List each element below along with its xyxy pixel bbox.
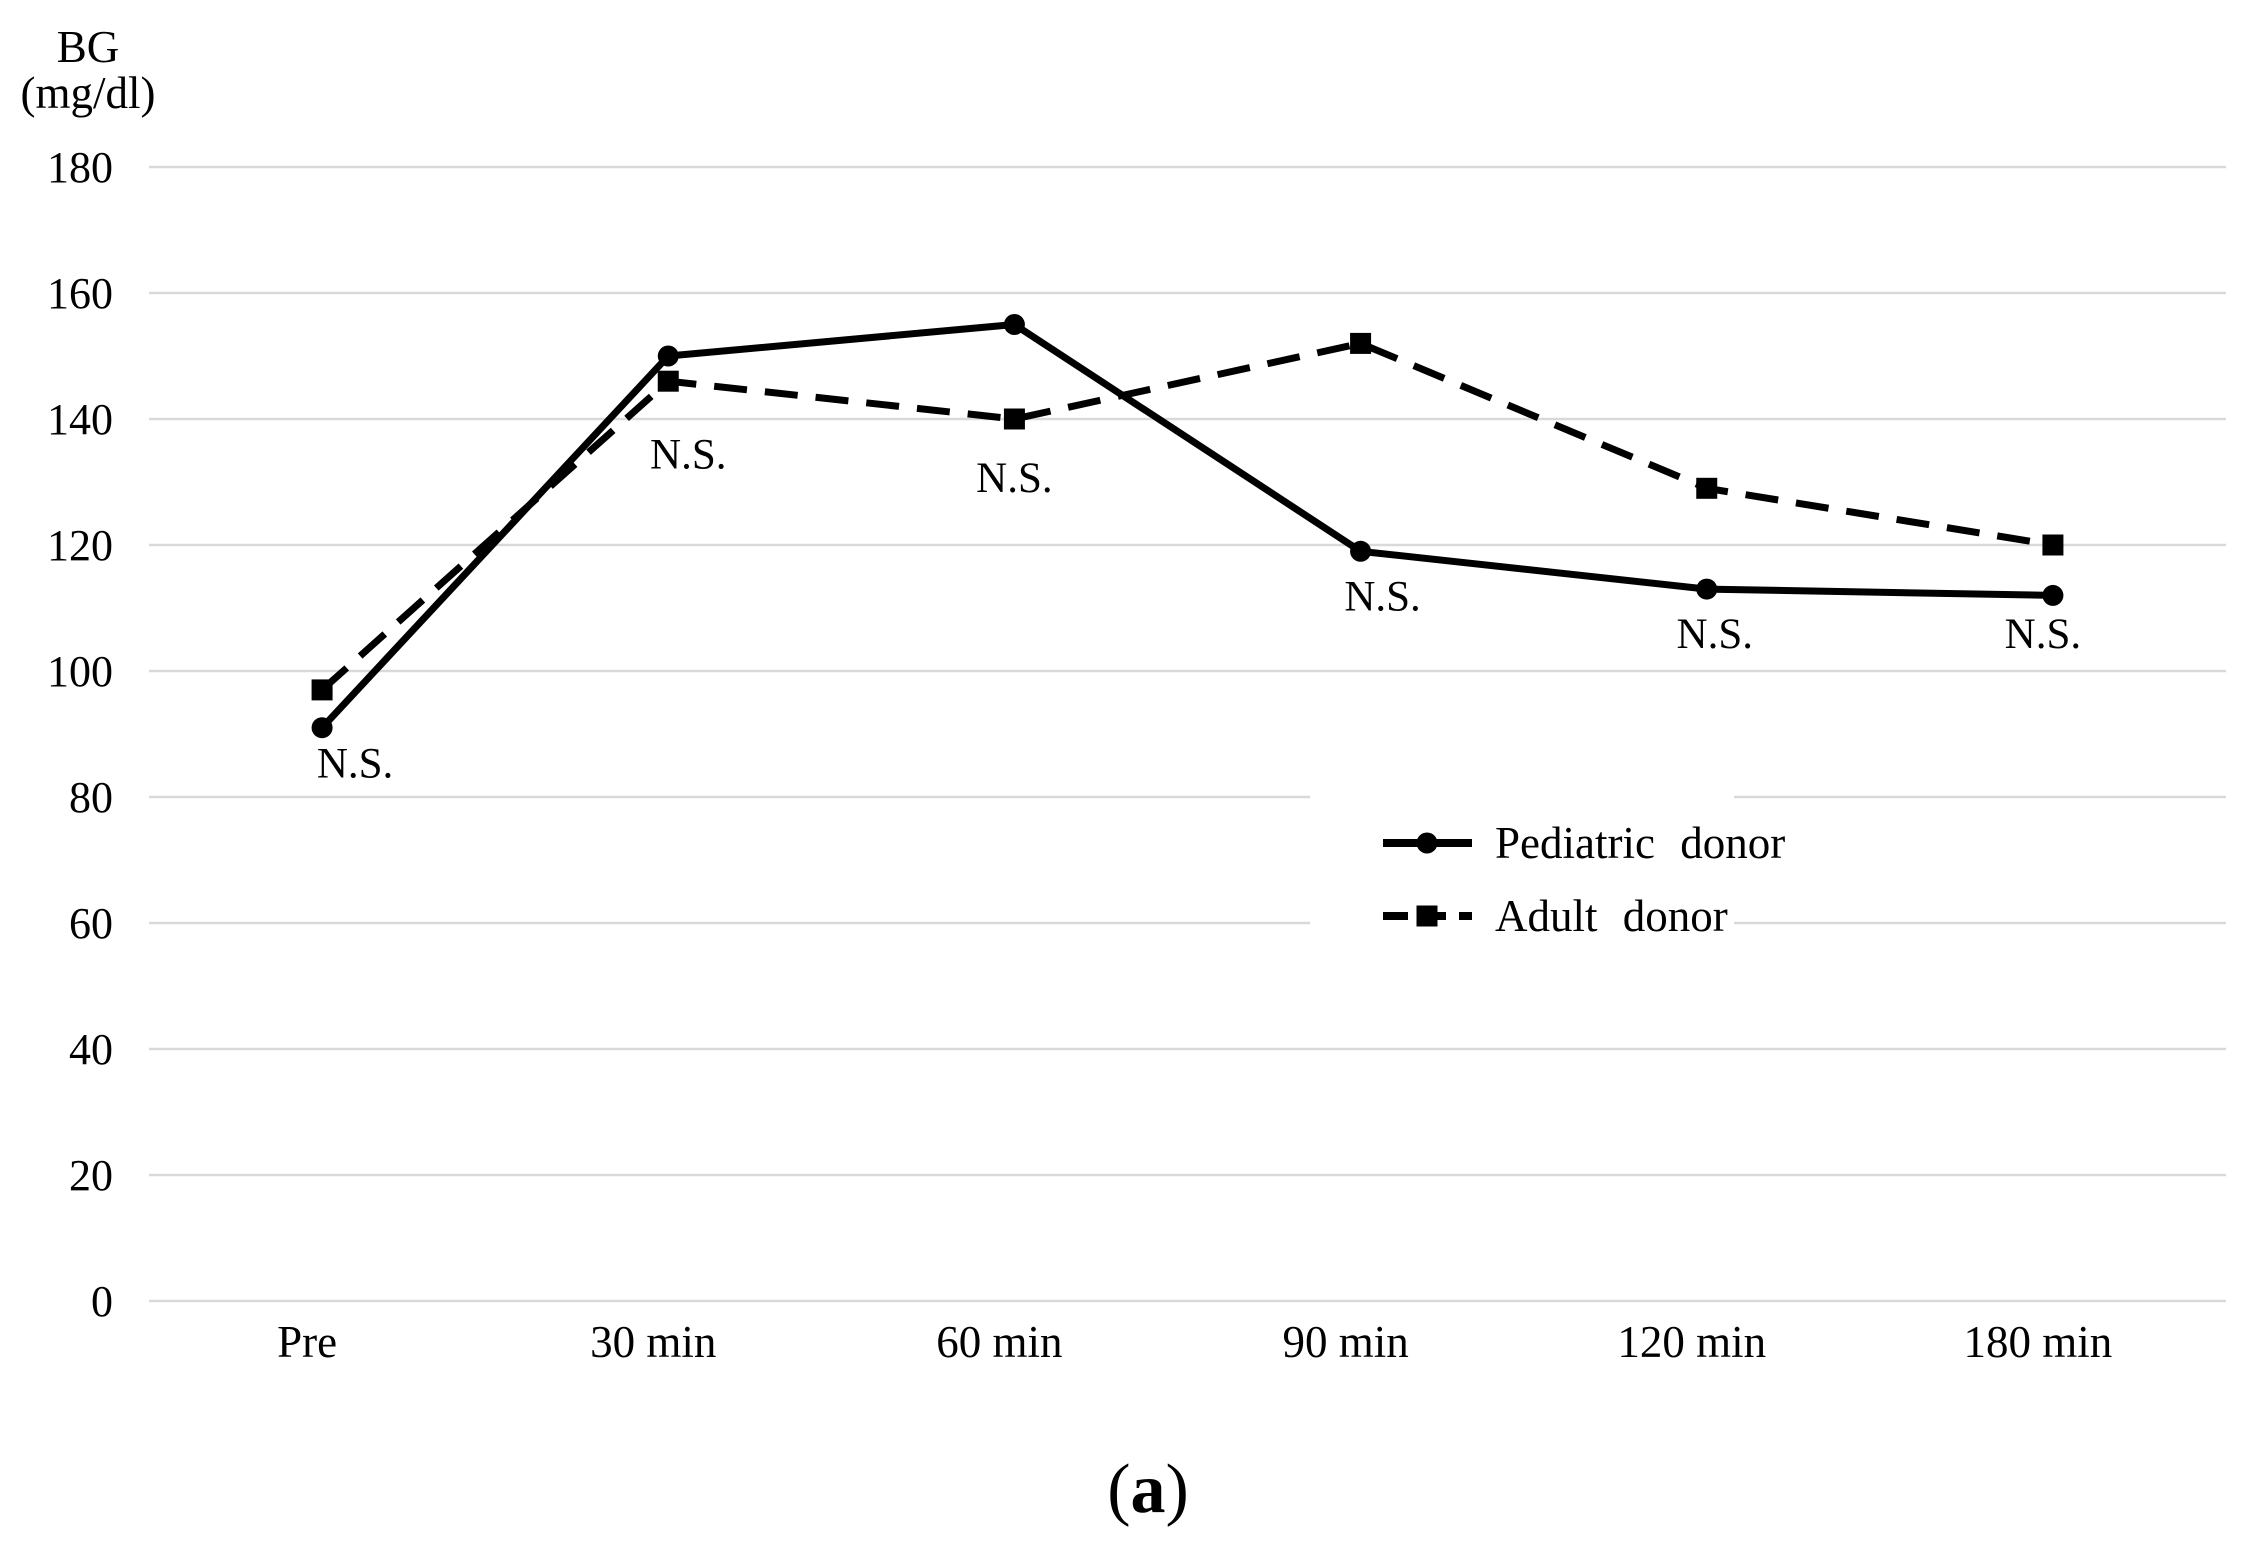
- ns-annotation-180-min: N.S.: [2005, 611, 2081, 658]
- caption-close-paren: ): [1166, 1451, 1189, 1528]
- y-axis-tick-label-100: 100: [47, 647, 113, 696]
- y-axis-tick-label-40: 40: [69, 1025, 113, 1074]
- y-axis-tick-label-80: 80: [69, 773, 113, 822]
- y-axis-tick-label-60: 60: [69, 899, 113, 948]
- y-axis-tick-label-140: 140: [47, 395, 113, 444]
- pediatric-donor-marker-180-min: [2042, 584, 2064, 606]
- pediatric-donor-marker-120-min: [1696, 578, 1718, 600]
- ns-annotation-60-min: N.S.: [976, 455, 1052, 502]
- pediatric-donor-marker-pre: [311, 717, 333, 739]
- caption-letter: a: [1131, 1451, 1166, 1528]
- x-axis-tick-label-120-min: 120 min: [1617, 1317, 1766, 1367]
- x-axis-tick-label-30-min: 30 min: [590, 1317, 716, 1367]
- y-axis-tick-label-180: 180: [47, 143, 113, 192]
- pediatric-donor-marker-90-min: [1350, 540, 1372, 562]
- adult-donor-line: [319, 339, 2054, 693]
- adult-donor-marker-pre: [311, 679, 333, 701]
- x-axis-tick-label-180-min: 180 min: [1964, 1317, 2113, 1367]
- ns-annotation-120-min: N.S.: [1677, 611, 1753, 658]
- adult-donor-marker-60-min: [1003, 408, 1025, 430]
- legend-marker-pediatric-donor: [1416, 832, 1438, 854]
- ns-annotation-30-min: N.S.: [650, 432, 726, 479]
- figure-caption: (a): [1107, 1451, 1189, 1528]
- series-layer: [311, 314, 2064, 739]
- ns-annotation-90-min: N.S.: [1344, 573, 1420, 620]
- legend-label-adult-donor: Adult donor: [1495, 891, 1728, 941]
- legend-box: [1310, 786, 1734, 954]
- pediatric-donor-marker-60-min: [1003, 314, 1025, 335]
- x-axis-tick-label-60-min: 60 min: [936, 1317, 1062, 1367]
- legend: Pediatric donor Adult donor: [1310, 786, 1785, 954]
- y-axis-title-line2: (mg/dl): [21, 68, 156, 118]
- legend-label-pediatric-donor: Pediatric donor: [1495, 818, 1785, 868]
- caption-open-paren: (: [1107, 1451, 1130, 1528]
- annotations-layer: N.S. N.S. N.S. N.S. N.S. N.S.: [317, 432, 2081, 788]
- pediatric-donor-line: [319, 320, 2053, 731]
- x-axis-tick-label-90-min: 90 min: [1282, 1317, 1408, 1367]
- y-axis-tick-label-20: 20: [69, 1151, 113, 1200]
- y-axis-tick-label-120: 120: [47, 521, 113, 570]
- y-axis-title-line1: BG: [57, 22, 120, 72]
- y-axis-tick-label-160: 160: [47, 269, 113, 318]
- axis-tick-labels-layer: 0 20 40 60 80 100 120 140 160 180 Pre 30 min 60 min 9…: [47, 143, 2112, 1367]
- adult-donor-marker-90-min: [1350, 332, 1372, 354]
- ns-annotation-pre: N.S.: [317, 740, 393, 787]
- x-axis-tick-label-pre: Pre: [277, 1317, 337, 1367]
- y-axis-tick-label-0: 0: [91, 1277, 113, 1326]
- pediatric-donor-marker-30-min: [657, 345, 679, 367]
- adult-donor-marker-30-min: [657, 370, 679, 392]
- gridlines-layer: [149, 165, 2226, 1303]
- legend-marker-adult-donor: [1416, 905, 1438, 927]
- adult-donor-marker-180-min: [2042, 534, 2064, 556]
- adult-donor-marker-120-min: [1696, 477, 1718, 499]
